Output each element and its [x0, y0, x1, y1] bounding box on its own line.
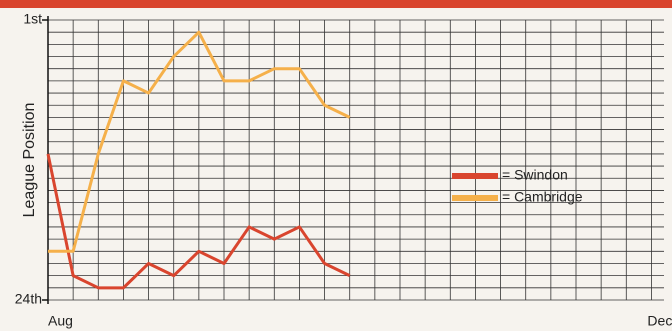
series-line — [46, 153, 351, 290]
y-tick-label: 1st — [23, 11, 42, 27]
x-tick-label: Aug — [48, 313, 73, 329]
series-line — [48, 30, 351, 253]
x-tick-label: Dec — [647, 313, 672, 329]
top-banner — [0, 0, 672, 8]
legend-label: = Swindon — [502, 167, 568, 183]
y-tick-label: 24th — [15, 291, 42, 307]
legend-label: = Cambridge — [502, 189, 583, 205]
y-axis-label: League Position — [21, 103, 38, 218]
